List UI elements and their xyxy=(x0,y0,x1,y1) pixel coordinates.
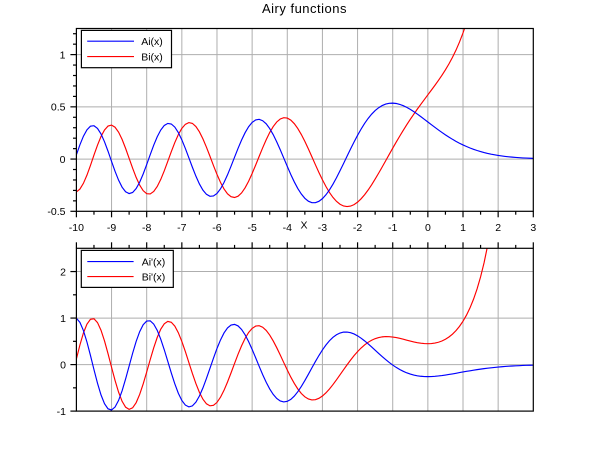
svg-text:X: X xyxy=(300,220,307,232)
svg-text:3: 3 xyxy=(530,222,536,234)
svg-text:0: 0 xyxy=(60,154,66,166)
svg-text:-10: -10 xyxy=(69,222,84,234)
svg-text:Airy functions: Airy functions xyxy=(262,1,347,16)
svg-text:0: 0 xyxy=(60,359,66,371)
svg-text:-3: -3 xyxy=(318,222,327,234)
svg-text:-1: -1 xyxy=(388,222,397,234)
svg-text:Bi'(x): Bi'(x) xyxy=(142,271,166,283)
svg-text:Ai'(x): Ai'(x) xyxy=(142,256,166,268)
svg-text:-5: -5 xyxy=(247,222,256,234)
svg-text:-2: -2 xyxy=(353,222,362,234)
svg-text:Bi(x): Bi(x) xyxy=(141,51,163,63)
svg-text:-6: -6 xyxy=(212,222,221,234)
svg-text:0.5: 0.5 xyxy=(51,102,66,114)
svg-text:Ai(x): Ai(x) xyxy=(141,36,163,48)
svg-text:-1: -1 xyxy=(57,406,66,418)
svg-text:-9: -9 xyxy=(107,222,116,234)
svg-text:2: 2 xyxy=(60,266,66,278)
svg-text:0: 0 xyxy=(425,222,431,234)
svg-text:-8: -8 xyxy=(142,222,151,234)
svg-text:1: 1 xyxy=(460,222,466,234)
svg-text:-7: -7 xyxy=(177,222,186,234)
svg-text:1: 1 xyxy=(60,313,66,325)
svg-text:-0.5: -0.5 xyxy=(47,206,65,218)
svg-text:-4: -4 xyxy=(283,222,292,234)
svg-text:2: 2 xyxy=(495,222,501,234)
svg-text:1: 1 xyxy=(60,49,66,61)
